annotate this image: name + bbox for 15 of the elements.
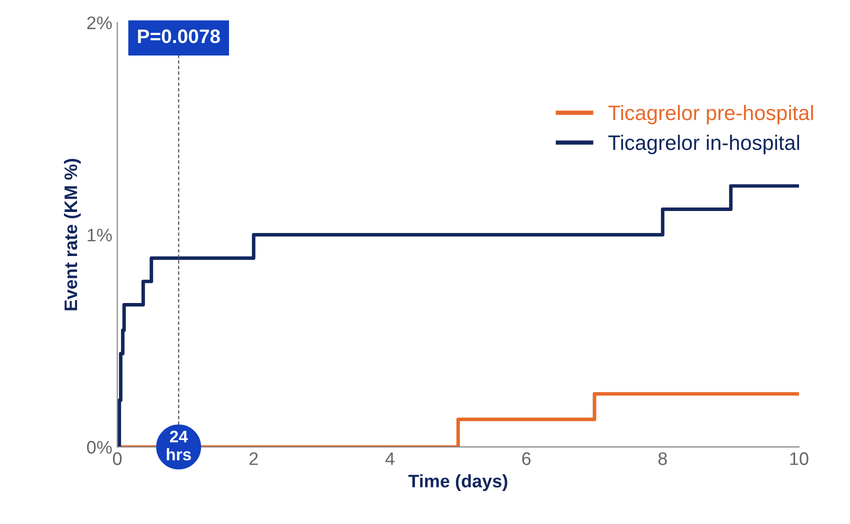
x-axis-title: Time (days) (408, 474, 508, 492)
ref-line-label: 24 hrs (166, 430, 191, 460)
x-tick-label: 0 (112, 452, 122, 466)
y-tick-label: 1% (88, 228, 112, 242)
legend-label: Ticagrelor in-hospital (608, 134, 800, 154)
x-tick-label: 10 (790, 452, 808, 466)
x-tick-label: 6 (522, 452, 531, 466)
y-axis-title: Event rate (KM %) (64, 158, 81, 310)
x-tick-label: 2 (250, 452, 258, 465)
x-tick-label: 8 (658, 452, 667, 466)
y-tick-label: 2% (87, 16, 112, 30)
annotation: P=0.0078 (138, 29, 220, 44)
legend-label: Ticagrelor pre-hospital (608, 104, 813, 124)
x-tick-label: 4 (385, 452, 394, 465)
y-tick-label: 0% (87, 440, 112, 454)
